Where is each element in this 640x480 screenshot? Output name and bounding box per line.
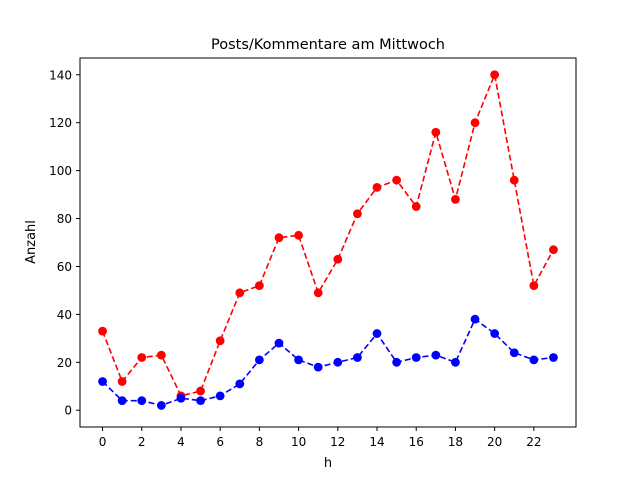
series-0-point	[411, 202, 421, 211]
series-layer	[98, 70, 558, 410]
x-tick-label: 20	[487, 435, 502, 449]
series-1-point	[353, 353, 362, 362]
x-tick-label: 16	[409, 435, 424, 449]
series-0-point	[529, 281, 539, 291]
series-0-point	[98, 326, 107, 336]
y-tick-label: 40	[57, 308, 72, 322]
series-1-point	[372, 329, 382, 338]
series-1-point	[176, 393, 186, 403]
y-tick-label: 100	[49, 164, 72, 178]
series-0	[98, 70, 558, 401]
y-tick-label: 80	[57, 212, 72, 226]
series-1-point	[549, 353, 558, 362]
series-1-point	[529, 355, 539, 365]
x-tick-label: 10	[291, 435, 306, 449]
series-1-point	[137, 396, 147, 406]
series-1-point	[470, 314, 480, 324]
x-tick-label: 0	[99, 435, 107, 449]
y-tick-label: 20	[57, 356, 72, 370]
series-0-point	[451, 194, 460, 204]
series-0-line	[101, 71, 555, 397]
series-0-point	[215, 336, 225, 346]
plot-frame	[79, 57, 577, 428]
x-axis-label: h	[324, 456, 332, 471]
series-0-point	[254, 281, 264, 291]
series-1-point	[392, 357, 402, 367]
x-tick-label: 18	[448, 435, 463, 449]
series-1-point	[451, 357, 460, 367]
series-0-point	[470, 118, 480, 128]
series-0-point	[117, 377, 127, 386]
series-1-point	[156, 401, 166, 410]
series-1-point	[215, 391, 225, 401]
series-1-point	[117, 396, 127, 406]
series-1-point	[98, 377, 107, 386]
series-0-point	[509, 175, 519, 185]
series-1-point	[274, 338, 284, 348]
series-1-point	[313, 362, 323, 372]
series-1-point	[235, 379, 245, 389]
series-0-point	[431, 127, 441, 137]
series-1	[98, 314, 558, 410]
chart-title: Posts/Kommentare am Mittwoch	[211, 37, 445, 53]
series-0-point	[333, 254, 343, 264]
series-0-point	[313, 288, 323, 298]
series-0-point	[549, 245, 558, 255]
y-tick-label: 0	[64, 404, 72, 418]
series-0-point	[294, 230, 303, 240]
x-tick-label: 4	[177, 435, 185, 449]
y-axis-label: Anzahl	[24, 220, 39, 264]
axes-layer: 0 2 4 6 8 10 12 14 16 18 20 22 0 20 40 60 80 100 120 140	[49, 57, 577, 449]
series-1-point	[431, 350, 441, 360]
series-1-point	[490, 329, 500, 338]
series-1-point	[333, 357, 343, 367]
series-0-point	[490, 70, 500, 80]
series-0-point	[137, 353, 147, 362]
y-tick-label: 120	[49, 116, 72, 130]
x-tick-label: 8	[256, 435, 264, 449]
series-1-point	[254, 355, 264, 365]
x-tick-label: 12	[330, 435, 345, 449]
series-0-point	[235, 288, 245, 298]
series-0-point	[392, 175, 402, 185]
x-tick-label: 14	[369, 435, 384, 449]
series-0-point	[372, 182, 382, 192]
series-0-point	[156, 350, 166, 360]
series-0-point	[353, 209, 362, 219]
y-tick-label: 60	[57, 260, 72, 274]
series-1-point	[509, 348, 519, 358]
series-1-point	[294, 355, 303, 365]
y-tick-label: 140	[49, 68, 72, 82]
x-tick-label: 22	[526, 435, 541, 449]
x-tick-label: 6	[216, 435, 224, 449]
x-tick-label: 2	[138, 435, 146, 449]
series-1-point	[411, 353, 421, 362]
series-0-point	[274, 233, 284, 243]
series-0-point	[196, 386, 205, 396]
series-1-point	[196, 396, 205, 406]
